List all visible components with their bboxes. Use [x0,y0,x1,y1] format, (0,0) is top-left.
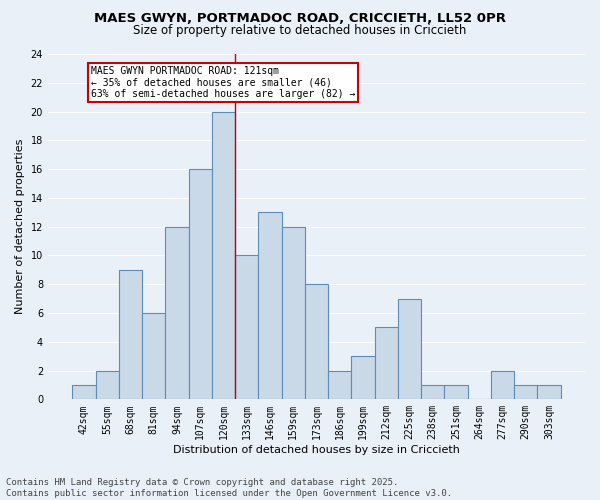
Bar [374,328,398,400]
Text: MAES GWYN, PORTMADOC ROAD, CRICCIETH, LL52 0PR: MAES GWYN, PORTMADOC ROAD, CRICCIETH, LL… [94,12,506,26]
Bar [166,226,188,400]
Bar [305,284,328,400]
X-axis label: Distribution of detached houses by size in Criccieth: Distribution of detached houses by size … [173,445,460,455]
Y-axis label: Number of detached properties: Number of detached properties [15,139,25,314]
Bar [259,212,281,400]
Bar [514,385,538,400]
Bar [538,385,560,400]
Bar [281,226,305,400]
Bar [212,112,235,400]
Text: MAES GWYN PORTMADOC ROAD: 121sqm
← 35% of detached houses are smaller (46)
63% o: MAES GWYN PORTMADOC ROAD: 121sqm ← 35% o… [91,66,355,98]
Bar [398,298,421,400]
Bar [95,370,119,400]
Bar [235,256,259,400]
Bar [119,270,142,400]
Bar [73,385,95,400]
Bar [188,169,212,400]
Text: Contains HM Land Registry data © Crown copyright and database right 2025.
Contai: Contains HM Land Registry data © Crown c… [6,478,452,498]
Bar [421,385,445,400]
Bar [445,385,467,400]
Bar [142,313,166,400]
Bar [491,370,514,400]
Text: Size of property relative to detached houses in Criccieth: Size of property relative to detached ho… [133,24,467,37]
Bar [328,370,352,400]
Bar [352,356,374,400]
